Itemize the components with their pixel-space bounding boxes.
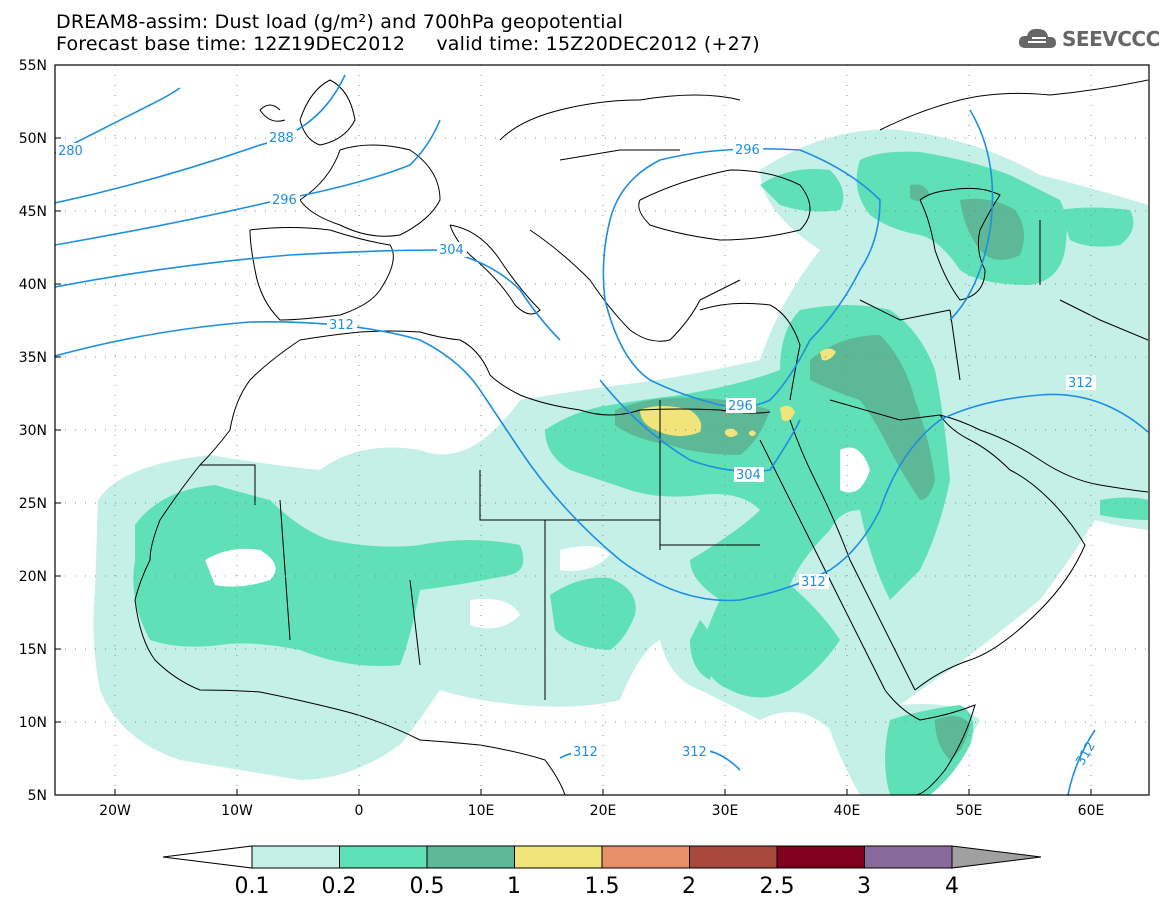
colorbar-box: [426, 845, 515, 869]
lon-label: 20E: [590, 803, 617, 819]
lat-label: 15N: [19, 642, 47, 658]
map-subtitle-times: Forecast base time: 12Z19DEC2012 valid t…: [56, 33, 760, 55]
colorbar-box: [514, 845, 603, 869]
contour-label-312-southeast: 312: [1073, 739, 1098, 768]
contour-label-312-west: 312: [329, 318, 354, 333]
colorbar-label: 2: [682, 874, 696, 899]
longitude-labels: 20W 10W 0 10E 20E 30E 40E 50E 60E: [99, 803, 1104, 819]
dust-level-1: [640, 348, 836, 437]
colorbar-box: [689, 845, 778, 869]
dust-free-holes: [205, 447, 870, 629]
colorbar-box: [251, 845, 340, 869]
lon-label: 10W: [221, 803, 253, 819]
colorbar-label: 1.5: [585, 874, 620, 899]
lat-label: 5N: [28, 788, 47, 804]
colorbar-high-triangle: [951, 845, 1042, 869]
colorbar-label: 1: [507, 874, 521, 899]
lon-label: 20W: [99, 803, 131, 819]
coastlines-and-borders: [134, 79, 1149, 795]
colorbar-label: 0.5: [410, 874, 445, 899]
lon-label: 40E: [834, 803, 861, 819]
lon-label: 50E: [956, 803, 983, 819]
colorbar: 0.1 0.2 0.5 1 1.5 2 2.5 3 4: [162, 845, 1042, 899]
lat-label: 20N: [19, 569, 47, 585]
contour-label-312-south2: 312: [682, 745, 707, 760]
lat-label: 25N: [19, 496, 47, 512]
colorbar-label: 2.5: [760, 874, 795, 899]
map-title: DREAM8-assim: Dust load (g/m²) and 700hP…: [56, 11, 624, 33]
colorbar-label: 0.1: [235, 874, 270, 899]
lat-label: 10N: [19, 715, 47, 731]
colorbar-label: 3: [857, 874, 871, 899]
colorbar-box: [776, 845, 865, 869]
colorbar-low-triangle: [162, 845, 253, 869]
colorbar-label: 4: [945, 874, 959, 899]
logo-text: SEEVCCC: [1062, 27, 1160, 51]
colorbar-boxes: [251, 845, 953, 869]
latitude-labels: 55N 50N 45N 40N 35N 30N 25N 20N 15N 10N …: [19, 58, 47, 804]
lat-label: 35N: [19, 350, 47, 366]
contour-label-304-egypt: 304: [736, 468, 761, 483]
contour-label-312-redsea: 312: [801, 575, 826, 590]
seevccc-logo: SEEVCCC: [1018, 26, 1160, 52]
lon-label: 60E: [1078, 803, 1105, 819]
contour-label-280: 280: [58, 144, 83, 159]
lat-label: 55N: [19, 58, 47, 74]
lat-label: 40N: [19, 277, 47, 293]
colorbar-box: [864, 845, 953, 869]
lon-label: 30E: [712, 803, 739, 819]
cloud-icon: [1018, 28, 1056, 48]
colorbar-box: [601, 845, 690, 869]
contour-label-296-east: 296: [735, 143, 760, 158]
lat-label: 45N: [19, 204, 47, 220]
colorbar-label: 0.2: [322, 874, 357, 899]
contour-label-304-west: 304: [439, 243, 464, 258]
contour-label-312-south1: 312: [573, 745, 598, 760]
contour-labels: 280 288 296 296 304 312 296 304 312 312 …: [56, 130, 1099, 768]
contour-label-288: 288: [269, 131, 294, 146]
lon-label: 0: [355, 803, 364, 819]
lat-label: 30N: [19, 423, 47, 439]
colorbar-box: [339, 845, 428, 869]
contour-label-312-iran: 312: [1068, 376, 1093, 391]
colorbar-labels: 0.1 0.2 0.5 1 1.5 2 2.5 3 4: [235, 874, 960, 899]
lat-label: 50N: [19, 131, 47, 147]
contour-label-296-egypt: 296: [728, 399, 753, 414]
axis-ticks: [55, 64, 1092, 796]
contour-label-296-west: 296: [272, 193, 297, 208]
lon-label: 10E: [468, 803, 495, 819]
